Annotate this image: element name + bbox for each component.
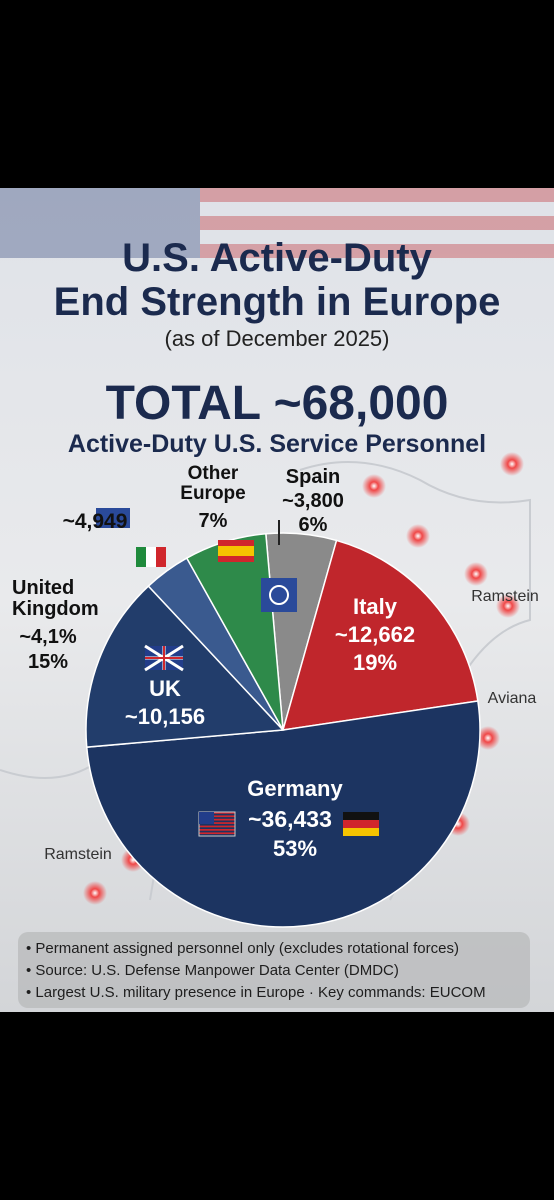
flag <box>136 547 146 567</box>
title-line: U.S. Active-Duty <box>122 236 432 280</box>
flag <box>199 829 235 831</box>
slice-name: Italy <box>352 594 398 619</box>
flag <box>145 646 183 670</box>
slice-percent: 6% <box>298 514 328 536</box>
pie-slice <box>85 585 285 748</box>
slice-name: UK <box>149 676 181 701</box>
slice-percent: 53% <box>272 836 318 861</box>
slice-name: Other Europe <box>180 463 246 504</box>
slice-count: ~3,800 <box>282 490 344 512</box>
flag <box>261 578 297 612</box>
flag <box>96 508 130 528</box>
map-dots <box>83 452 524 905</box>
note: • Permanent assigned personnel only (exc… <box>26 940 459 957</box>
map-label: Aviana <box>487 690 537 707</box>
pie-slice <box>85 700 481 928</box>
flag <box>199 812 235 814</box>
slice-count: ~36,433 <box>248 806 332 832</box>
flag <box>199 822 235 824</box>
slice-count: ~10,156 <box>124 704 206 729</box>
notes-box <box>18 932 530 1008</box>
flag <box>199 825 235 828</box>
slice-count: ~4,949 <box>62 510 128 533</box>
flag <box>156 547 166 567</box>
flag <box>199 815 235 818</box>
slice-count: ~12,662 <box>334 622 416 647</box>
slice-name: Germany <box>247 776 343 801</box>
flag <box>146 547 156 567</box>
total: TOTAL ~68,000 <box>105 377 449 430</box>
note: • Source: U.S. Defense Manpower Data Cen… <box>26 962 399 979</box>
flag <box>199 832 235 835</box>
flag <box>343 812 379 820</box>
side-label-percent: 15% <box>27 651 69 673</box>
pie-slice <box>281 539 479 731</box>
subtitle: (as of December 2025) <box>164 326 390 351</box>
note: • Largest U.S. military presence in Euro… <box>26 984 486 1001</box>
total-caption: Active-Duty U.S. Service Personnel <box>67 430 487 458</box>
slice-name: Spain <box>285 466 341 488</box>
slice-percent: 7% <box>198 510 228 532</box>
flag <box>343 820 379 828</box>
flag <box>199 818 235 821</box>
side-label-count: ~4,1% <box>19 626 77 648</box>
map-label: Ramstein <box>44 846 112 863</box>
flag <box>343 828 379 836</box>
flag <box>218 546 254 556</box>
flag <box>269 585 289 605</box>
map-label: Ramstein <box>471 588 539 605</box>
side-label-name: United Kingdom <box>12 577 99 620</box>
flag <box>199 812 214 824</box>
title-line: End Strength in Europe <box>53 280 501 324</box>
slice-percent: 19% <box>352 650 398 675</box>
